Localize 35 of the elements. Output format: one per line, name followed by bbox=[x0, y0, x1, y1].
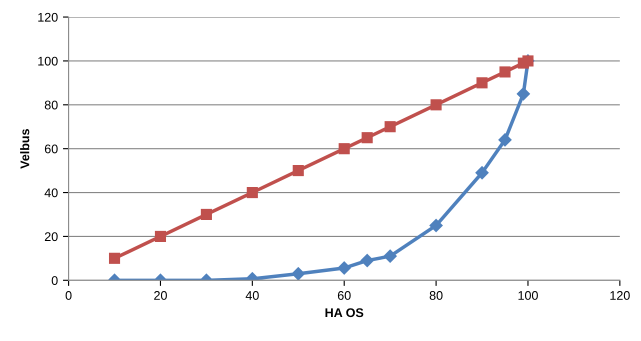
x-tick-label: 100 bbox=[518, 291, 538, 300]
y-tick-label: 20 bbox=[44, 232, 58, 242]
point bbox=[516, 87, 530, 100]
point bbox=[360, 254, 374, 268]
point bbox=[200, 208, 212, 220]
point bbox=[498, 133, 512, 146]
point bbox=[154, 230, 166, 242]
y-tick-label: 80 bbox=[44, 100, 58, 110]
point bbox=[430, 99, 442, 110]
point bbox=[499, 66, 511, 78]
point bbox=[338, 143, 350, 154]
point bbox=[384, 250, 397, 263]
y-tick-label: 40 bbox=[44, 188, 58, 198]
point bbox=[108, 252, 120, 264]
x-axis-title: HA OS bbox=[325, 308, 364, 318]
y-tick-label: 60 bbox=[44, 144, 58, 154]
point bbox=[384, 121, 396, 132]
x-tick-label: 80 bbox=[430, 291, 443, 300]
y-axis-title: Velbus bbox=[20, 129, 30, 169]
x-tick-label: 20 bbox=[154, 291, 167, 300]
x-tick-label: 60 bbox=[338, 291, 351, 300]
point bbox=[430, 218, 443, 232]
point bbox=[292, 165, 304, 176]
point bbox=[476, 77, 488, 88]
y-tick-label: 100 bbox=[38, 56, 58, 66]
y-tick-label: 0 bbox=[52, 276, 58, 285]
point bbox=[292, 267, 305, 280]
y-tick-label: 120 bbox=[38, 12, 58, 22]
point bbox=[338, 261, 351, 275]
x-tick-label: 40 bbox=[246, 291, 259, 300]
point bbox=[475, 166, 489, 180]
point bbox=[246, 186, 258, 198]
x-tick-label: 120 bbox=[610, 291, 630, 300]
x-tick-label: 0 bbox=[66, 291, 72, 300]
point bbox=[362, 132, 373, 144]
